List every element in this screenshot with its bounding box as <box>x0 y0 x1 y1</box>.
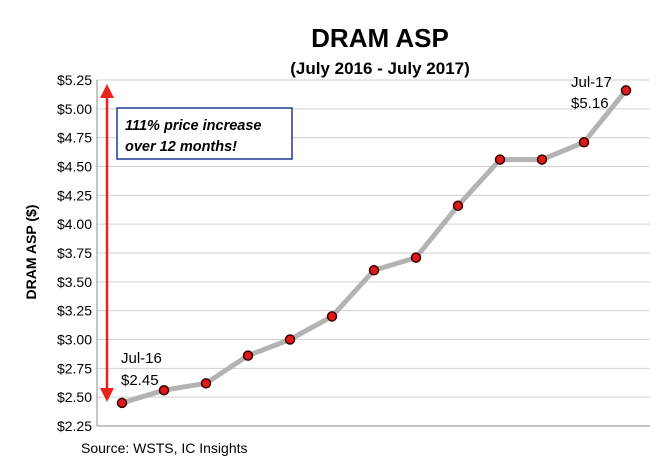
data-point-marker <box>578 137 590 148</box>
chart-title: DRAM ASP <box>311 23 449 53</box>
data-point-marker <box>158 384 170 396</box>
data-point-marker <box>410 252 422 263</box>
data-point-marker <box>494 154 506 165</box>
y-axis-ticks: $2.25 $2.50 $2.75 $3.00 $3.25 $3.50 $3.75 $4.00… <box>57 72 92 434</box>
data-point-marker <box>284 334 296 345</box>
end-value-label: $5.16 <box>571 95 609 112</box>
y-tick-label: $4.75 <box>57 130 92 146</box>
start-value-label: $2.45 <box>121 372 159 389</box>
data-markers <box>116 85 632 409</box>
data-point-marker <box>368 265 380 276</box>
y-tick-label: $4.00 <box>57 216 92 232</box>
callout-box: 111% price increase over 12 months! <box>116 107 293 160</box>
data-point-marker <box>326 311 338 322</box>
source-note: Source: WSTS, IC Insights <box>81 440 248 456</box>
y-tick-label: $4.25 <box>57 187 92 203</box>
y-tick-label: $5.25 <box>57 72 92 88</box>
chart-subtitle: (July 2016 - July 2017) <box>290 59 470 78</box>
range-arrow-head-bottom <box>100 388 114 402</box>
range-arrow-head-top <box>100 84 114 98</box>
callout-border <box>116 107 293 160</box>
y-axis-label: DRAM ASP ($) <box>23 205 39 300</box>
callout-line-2: over 12 months! <box>125 139 237 155</box>
data-point-marker <box>620 85 632 96</box>
y-tick-label: $4.50 <box>57 159 92 175</box>
y-tick-label: $3.75 <box>57 245 92 261</box>
y-tick-label: $2.75 <box>57 360 92 376</box>
data-point-marker <box>116 397 128 409</box>
start-date-label: Jul-16 <box>121 350 162 367</box>
y-tick-label: $2.50 <box>57 389 92 405</box>
range-arrow <box>100 84 114 402</box>
y-tick-label: $2.25 <box>57 418 92 434</box>
y-tick-label: $5.00 <box>57 101 92 117</box>
y-tick-label: $3.50 <box>57 274 92 290</box>
callout-line-1: 111% price increase <box>125 118 262 134</box>
data-point-marker <box>200 378 212 389</box>
data-point-marker <box>242 350 254 361</box>
y-tick-label: $3.25 <box>57 303 92 319</box>
end-date-label: Jul-17 <box>571 74 612 91</box>
data-point-marker <box>452 200 464 211</box>
y-tick-label: $3.00 <box>57 332 92 348</box>
data-point-marker <box>536 154 548 165</box>
